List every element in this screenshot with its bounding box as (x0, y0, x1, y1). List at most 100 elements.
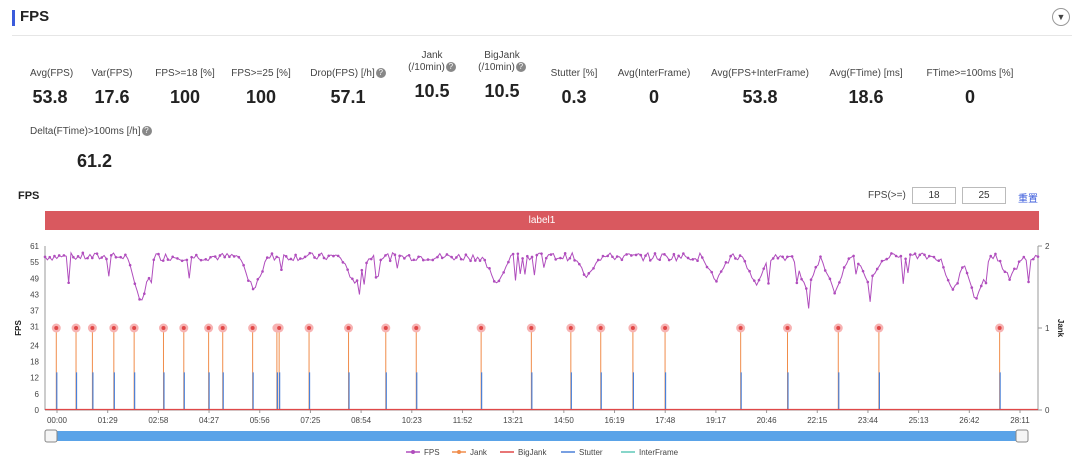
jank-point (161, 326, 166, 330)
x-tick-label: 23:44 (858, 416, 879, 425)
metric-value: 10.5 (484, 81, 520, 101)
jank-point (529, 326, 534, 330)
fps-point (275, 255, 279, 259)
fps-point (86, 256, 89, 260)
fps-point (639, 253, 643, 257)
fps-threshold-high-input[interactable]: 25 (962, 187, 1006, 204)
metric-1: Var(FPS) 17.6 (90, 56, 134, 108)
legend-label: Jank (470, 448, 488, 457)
fps-point (828, 277, 832, 281)
fps-point (923, 253, 926, 257)
x-tick-label: 25:13 (909, 416, 930, 425)
fps-point (393, 253, 397, 257)
metric-value: 18.6 (848, 87, 884, 107)
segment-label-bar[interactable]: label1 (45, 211, 1039, 230)
jank-point (785, 326, 790, 330)
fps-point (147, 276, 151, 280)
jank-point (250, 326, 255, 330)
fps-point (76, 255, 80, 258)
fps-point (289, 257, 293, 261)
fps-point (176, 257, 179, 260)
fps-point (677, 254, 680, 258)
metric-label: Jank (/10min)? (406, 50, 458, 74)
metric-value: 0 (648, 87, 659, 107)
fps-point (388, 259, 392, 263)
metric-label: Drop(FPS) [/h]? (306, 68, 390, 80)
fps-point (946, 278, 950, 282)
jank-point (206, 326, 211, 330)
jank-point (220, 326, 225, 330)
legend-label: InterFrame (639, 448, 679, 457)
fps-point (209, 255, 212, 259)
fps-point (648, 259, 652, 262)
fps-point (369, 257, 373, 261)
jank-point (568, 326, 573, 330)
fps-point (724, 261, 728, 264)
fps-point (667, 258, 671, 262)
fps-point (407, 253, 411, 257)
fps-point (242, 263, 245, 267)
fps-point (171, 255, 174, 259)
fps-point (1036, 255, 1040, 258)
fps-point (507, 260, 510, 264)
y-axis-label: FPS (14, 320, 23, 336)
help-icon[interactable]: ? (445, 62, 456, 73)
fps-point (105, 257, 108, 261)
fps-point (464, 253, 468, 256)
fps-point (1013, 267, 1016, 271)
y-tick-label: 55 (30, 258, 39, 267)
fps-point (762, 267, 766, 270)
fps-point (894, 254, 898, 258)
fps-point (294, 253, 297, 257)
reset-button[interactable]: 重置 (1018, 194, 1038, 205)
fps-point (549, 253, 553, 256)
y-tick-label: 37 (30, 307, 39, 316)
fps-point (185, 258, 189, 262)
fps-point (904, 257, 907, 261)
y-tick-label: 24 (30, 341, 39, 350)
fps-point (497, 279, 501, 283)
jank-point (307, 326, 312, 330)
fps-point (317, 253, 321, 257)
metric-value: 10.5 (414, 81, 450, 101)
fps-point (771, 257, 775, 260)
jank-point (132, 326, 137, 330)
fps-point (213, 255, 217, 258)
fps-point (247, 279, 250, 282)
fps-point (251, 287, 255, 291)
fps-threshold-low-input[interactable]: 18 (912, 187, 956, 204)
metric-label: FPS>=18 [%] (155, 68, 215, 79)
fps-point (563, 252, 567, 255)
legend-label: FPS (424, 448, 440, 457)
fps-point (719, 270, 723, 273)
fps-point (237, 255, 241, 259)
metric-value: 0.3 (561, 87, 587, 107)
metric-label: Avg(FTime) [ms] (829, 68, 903, 79)
fps-point (696, 259, 699, 263)
fps-threshold-low-value[interactable]: 18 (912, 187, 956, 204)
fps-threshold-high-value[interactable]: 25 (962, 187, 1006, 204)
fps-point (658, 258, 662, 262)
range-slider-left-handle (44, 429, 58, 443)
fps-point (436, 255, 439, 259)
help-icon[interactable]: ? (375, 68, 386, 79)
chart-title: FPS (18, 190, 40, 202)
jank-point (54, 326, 59, 330)
y2-tick-label: 0 (1045, 406, 1050, 415)
fps-point (346, 268, 349, 271)
metric-6: BigJank (/10min)? 10.5 (476, 50, 528, 102)
fps-point (119, 255, 122, 259)
metric-value: 61.2 (77, 151, 113, 171)
fps-point (748, 269, 751, 273)
chevron-down-icon[interactable]: ▼ (1052, 8, 1070, 26)
fps-point (965, 271, 969, 275)
jank-point (479, 326, 484, 330)
fps-point (757, 278, 761, 282)
fps-point (270, 252, 274, 255)
fps-point (455, 256, 458, 259)
fps-point (890, 252, 893, 255)
metric-label: BigJank (/10min)? (476, 50, 528, 74)
help-icon[interactable]: ? (141, 126, 152, 137)
fps-point (138, 298, 141, 301)
help-icon[interactable]: ? (515, 62, 526, 73)
